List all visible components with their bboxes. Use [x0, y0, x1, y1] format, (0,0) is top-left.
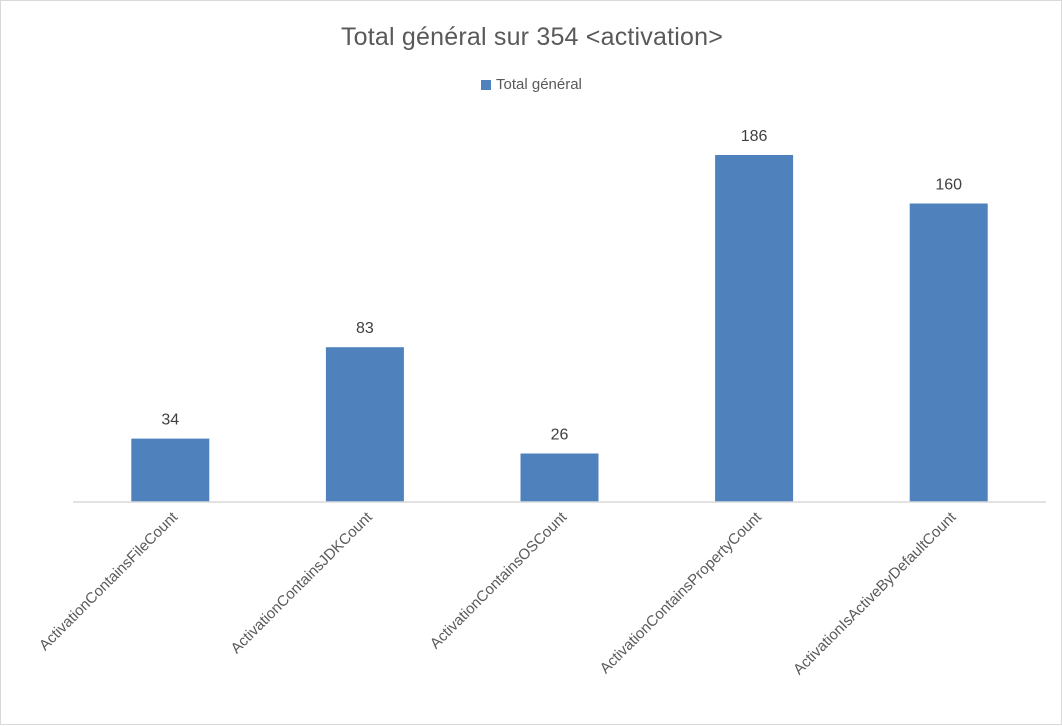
x-tick-label: ActivationContainsOSCount [427, 508, 571, 652]
bar [131, 438, 210, 502]
bar [715, 155, 794, 502]
legend-swatch [481, 79, 491, 90]
bars-group [131, 155, 988, 502]
legend-label: Total général [496, 76, 582, 93]
data-label: 83 [356, 320, 374, 337]
data-label: 34 [161, 412, 179, 429]
x-tick-label: ActivationIsActiveByDefaultCount [790, 508, 960, 678]
x-tick-label: ActivationContainsPropertyCount [597, 508, 766, 677]
x-tick-label: ActivationContainsFileCount [36, 508, 182, 654]
data-label: 26 [551, 427, 569, 444]
bar [325, 347, 404, 502]
tick-labels-group: ActivationContainsFileCount ActivationCon… [36, 508, 960, 678]
chart-title: Total général sur 354 <activation> [340, 23, 724, 51]
x-tick-label: ActivationContainsJDKCount [228, 508, 377, 657]
legend: Total général [481, 76, 582, 93]
data-label: 186 [741, 128, 768, 145]
bar [909, 203, 988, 502]
data-label: 160 [935, 177, 962, 194]
bar [520, 453, 599, 502]
data-labels-group: 34 83 26 186 160 [161, 128, 962, 444]
